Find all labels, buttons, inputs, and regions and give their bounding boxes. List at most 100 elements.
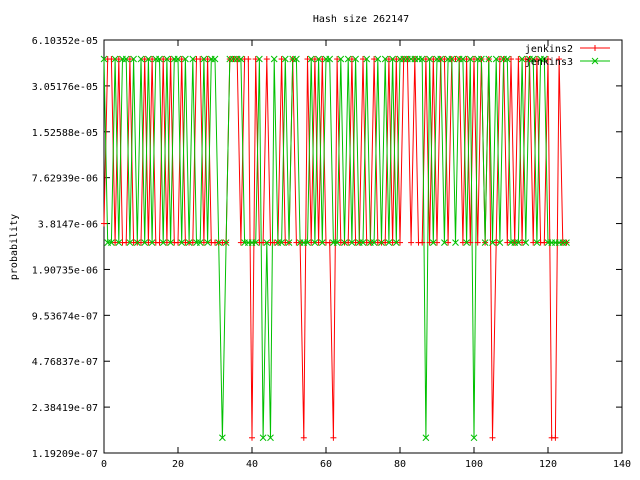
plot-frame bbox=[103, 39, 623, 454]
marker-stroke bbox=[122, 55, 130, 63]
marker-stroke bbox=[200, 55, 208, 63]
data-point-jenkins3 bbox=[259, 434, 267, 442]
data-point-jenkins2 bbox=[315, 239, 322, 246]
data-point-jenkins3 bbox=[352, 55, 359, 63]
data-point-jenkins3 bbox=[237, 55, 245, 63]
marker-stroke bbox=[293, 55, 300, 63]
data-point-jenkins2 bbox=[430, 56, 437, 63]
data-point-jenkins3 bbox=[489, 239, 496, 246]
data-point-jenkins2 bbox=[249, 434, 255, 441]
x-tick-label: 140 bbox=[613, 459, 631, 470]
data-point-jenkins3 bbox=[182, 55, 189, 63]
data-point-jenkins3 bbox=[389, 55, 396, 63]
data-point-jenkins2 bbox=[426, 239, 433, 246]
marker-stroke bbox=[263, 239, 271, 246]
data-point-jenkins2 bbox=[197, 56, 204, 63]
marker-stroke bbox=[318, 239, 326, 246]
data-point-jenkins2 bbox=[245, 56, 252, 63]
axis-ticks: 0 20 40 60 80 100 120 140 6.10352e-05 3.05176e-05… bbox=[32, 36, 631, 470]
marker-stroke bbox=[515, 239, 522, 246]
data-point-jenkins3 bbox=[563, 239, 570, 246]
marker-stroke bbox=[182, 55, 189, 63]
y-tick-label: 3.05176e-05 bbox=[32, 82, 98, 93]
data-point-jenkins3 bbox=[318, 239, 326, 246]
marker-stroke bbox=[219, 434, 226, 442]
marker-stroke bbox=[137, 55, 145, 63]
data-point-jenkins3 bbox=[285, 239, 293, 246]
marker-stroke bbox=[441, 239, 448, 246]
data-point-jenkins3 bbox=[426, 55, 433, 63]
data-point-jenkins2 bbox=[552, 434, 559, 441]
marker-stroke bbox=[252, 239, 260, 246]
marker-stroke bbox=[374, 55, 382, 63]
data-point-jenkins3 bbox=[145, 55, 152, 63]
data-point-jenkins2 bbox=[112, 239, 119, 246]
data-point-jenkins3 bbox=[167, 239, 174, 246]
data-point-jenkins2 bbox=[178, 56, 185, 63]
series-line-jenkins3 bbox=[103, 58, 567, 438]
data-point-jenkins3 bbox=[293, 55, 300, 63]
data-point-jenkins3 bbox=[204, 239, 211, 246]
data-point-jenkins2 bbox=[126, 56, 133, 63]
data-point-jenkins3 bbox=[463, 239, 470, 246]
marker-stroke bbox=[463, 239, 470, 246]
y-tick-label: 3.8147e-06 bbox=[38, 220, 98, 231]
data-point-jenkins2 bbox=[385, 56, 392, 63]
data-point-jenkins3 bbox=[156, 55, 163, 63]
y-tick-label: 1.90735e-06 bbox=[32, 265, 98, 276]
marker-stroke bbox=[211, 55, 219, 63]
data-point-jenkins3 bbox=[385, 239, 393, 246]
data-point-jenkins2 bbox=[237, 239, 244, 246]
data-point-jenkins3 bbox=[341, 239, 348, 246]
data-point-jenkins3 bbox=[141, 239, 149, 246]
data-point-jenkins2 bbox=[145, 239, 152, 246]
data-point-jenkins3 bbox=[200, 55, 208, 63]
marker-stroke bbox=[503, 55, 511, 63]
data-point-jenkins3 bbox=[344, 55, 352, 63]
marker-stroke bbox=[126, 239, 134, 246]
data-point-jenkins3 bbox=[196, 239, 204, 246]
marker-stroke bbox=[496, 239, 504, 246]
data-point-jenkins3 bbox=[219, 434, 226, 442]
data-point-jenkins3 bbox=[441, 239, 448, 246]
data-point-jenkins3 bbox=[392, 239, 400, 246]
legend-marker bbox=[591, 57, 599, 65]
marker-stroke bbox=[466, 55, 474, 63]
marker-stroke bbox=[189, 55, 197, 63]
data-point-jenkins2 bbox=[260, 239, 267, 246]
chart-title: Hash size 262147 bbox=[313, 14, 409, 25]
series-line-jenkins2 bbox=[103, 58, 567, 439]
data-point-jenkins2 bbox=[397, 239, 403, 246]
data-point-jenkins2 bbox=[393, 56, 400, 63]
data-point-jenkins3 bbox=[178, 239, 186, 246]
data-point-jenkins2 bbox=[530, 239, 537, 246]
marker-stroke bbox=[215, 239, 223, 246]
marker-stroke bbox=[459, 55, 467, 63]
data-point-jenkins3 bbox=[459, 55, 467, 63]
marker-stroke bbox=[352, 55, 359, 63]
marker-stroke bbox=[418, 55, 426, 63]
data-point-jenkins2 bbox=[515, 56, 522, 63]
data-point-jenkins3 bbox=[496, 239, 504, 246]
marker-stroke bbox=[448, 55, 456, 63]
data-point-jenkins3 bbox=[252, 239, 260, 246]
data-point-jenkins2 bbox=[348, 56, 355, 63]
marker-stroke bbox=[363, 55, 371, 63]
data-point-jenkins2 bbox=[167, 56, 174, 63]
data-point-jenkins3 bbox=[326, 55, 334, 63]
data-point-jenkins3 bbox=[108, 239, 115, 246]
data-point-jenkins3 bbox=[211, 55, 219, 63]
y-tick-label: 4.76837e-07 bbox=[32, 357, 98, 368]
data-point-jenkins3 bbox=[478, 55, 485, 63]
data-point-jenkins3 bbox=[122, 55, 130, 63]
marker-stroke bbox=[381, 55, 389, 63]
data-point-jenkins2 bbox=[489, 434, 496, 441]
marker-stroke bbox=[326, 55, 334, 63]
data-point-jenkins2 bbox=[345, 239, 352, 246]
data-point-jenkins3 bbox=[130, 55, 137, 63]
marker-stroke bbox=[222, 239, 230, 246]
data-point-jenkins2 bbox=[371, 56, 378, 63]
data-point-jenkins3 bbox=[100, 55, 108, 63]
data-point-jenkins3 bbox=[270, 55, 278, 63]
